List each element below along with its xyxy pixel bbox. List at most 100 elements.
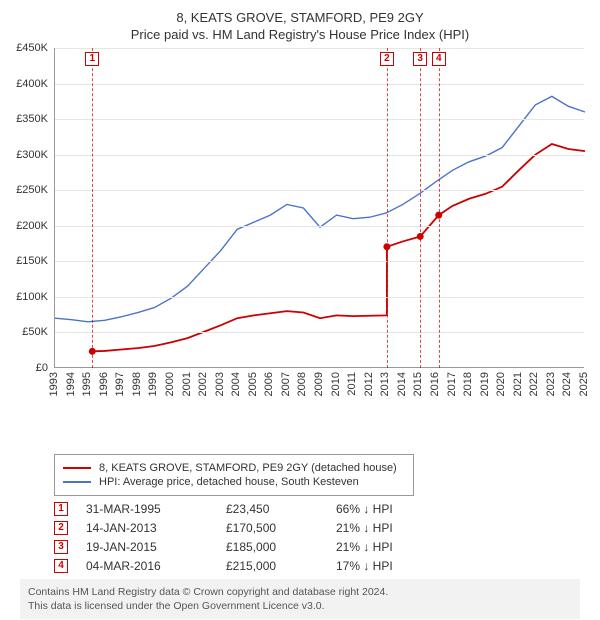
- y-axis: £0£50K£100K£150K£200K£250K£300K£350K£400…: [10, 48, 52, 368]
- x-tick-label: 2020: [495, 372, 507, 396]
- line-layer: [55, 48, 585, 368]
- x-tick-label: 2007: [280, 372, 292, 396]
- gridline: [55, 190, 584, 191]
- x-tick-label: 2006: [263, 372, 275, 396]
- transaction-date: 04-MAR-2016: [86, 559, 226, 573]
- transaction-delta: 17% ↓ HPI: [336, 559, 446, 573]
- transaction-delta: 21% ↓ HPI: [336, 521, 446, 535]
- x-tick-label: 1998: [131, 372, 143, 396]
- series-price_paid: [92, 144, 585, 351]
- x-tick-label: 1999: [147, 372, 159, 396]
- x-tick-label: 2018: [462, 372, 474, 396]
- legend-swatch: [63, 467, 91, 469]
- x-tick-label: 2023: [545, 372, 557, 396]
- transaction-date: 31-MAR-1995: [86, 502, 226, 516]
- x-tick-label: 2014: [396, 372, 408, 396]
- x-tick-label: 2025: [578, 372, 590, 396]
- transaction-marker: 1: [54, 502, 68, 516]
- x-tick-label: 1994: [65, 372, 77, 396]
- x-tick-label: 2004: [230, 372, 242, 396]
- x-tick-label: 2011: [346, 372, 358, 396]
- gridline: [55, 84, 584, 85]
- x-tick-label: 2012: [363, 372, 375, 396]
- x-tick-label: 2009: [313, 372, 325, 396]
- chart-area: £0 £50K £100K £150K £200K £250K £300K £350K £400…: [10, 48, 590, 408]
- legend: 8, KEATS GROVE, STAMFORD, PE9 2GY (detac…: [54, 454, 414, 496]
- y-tick-label: £250K: [16, 184, 48, 196]
- x-tick-label: 1996: [98, 372, 110, 396]
- transaction-row: 4 04-MAR-2016£215,00017% ↓ HPI: [54, 559, 590, 573]
- gridline: [55, 48, 584, 49]
- x-tick-label: 2015: [412, 372, 424, 396]
- sale-marker-box: 2: [380, 52, 394, 66]
- y-tick-label: £0: [36, 362, 48, 374]
- sale-marker-line: [420, 48, 421, 368]
- transaction-marker: 4: [54, 559, 68, 573]
- transaction-price: £23,450: [226, 502, 336, 516]
- x-tick-label: 2024: [561, 372, 573, 396]
- transaction-price: £215,000: [226, 559, 336, 573]
- y-tick-label: £350K: [16, 113, 48, 125]
- sale-marker-box: 1: [85, 52, 99, 66]
- gridline: [55, 226, 584, 227]
- footer-line: This data is licensed under the Open Gov…: [28, 599, 572, 613]
- transaction-marker: 2: [54, 521, 68, 535]
- sale-marker-box: 3: [413, 52, 427, 66]
- transaction-row: 3 19-JAN-2015£185,00021% ↓ HPI: [54, 540, 590, 554]
- gridline: [55, 155, 584, 156]
- transaction-marker: 3: [54, 540, 68, 554]
- chart-subtitle: Price paid vs. HM Land Registry's House …: [10, 27, 590, 42]
- gridline: [55, 119, 584, 120]
- x-tick-label: 2010: [330, 372, 342, 396]
- x-tick-label: 1993: [48, 372, 60, 396]
- y-tick-label: £400K: [16, 78, 48, 90]
- chart-container: 8, KEATS GROVE, STAMFORD, PE9 2GY Price …: [0, 0, 600, 620]
- legend-item: HPI: Average price, detached house, Sout…: [63, 476, 405, 488]
- x-tick-label: 2017: [446, 372, 458, 396]
- x-tick-label: 2005: [247, 372, 259, 396]
- x-tick-label: 2008: [296, 372, 308, 396]
- legend-swatch: [63, 481, 91, 483]
- x-tick-label: 2019: [479, 372, 491, 396]
- y-tick-label: £300K: [16, 149, 48, 161]
- sale-marker-line: [92, 48, 93, 368]
- chart-title: 8, KEATS GROVE, STAMFORD, PE9 2GY: [10, 10, 590, 25]
- transaction-date: 19-JAN-2015: [86, 540, 226, 554]
- footer-attribution: Contains HM Land Registry data © Crown c…: [20, 579, 580, 619]
- transaction-delta: 21% ↓ HPI: [336, 540, 446, 554]
- x-tick-label: 1997: [114, 372, 126, 396]
- x-tick-label: 2000: [164, 372, 176, 396]
- transaction-delta: 66% ↓ HPI: [336, 502, 446, 516]
- y-tick-label: £450K: [16, 42, 48, 54]
- transactions-table: 1 31-MAR-1995£23,45066% ↓ HPI 2 14-JAN-2013…: [54, 502, 590, 573]
- x-tick-label: 1995: [81, 372, 93, 396]
- x-tick-label: 2022: [528, 372, 540, 396]
- gridline: [55, 261, 584, 262]
- transaction-price: £170,500: [226, 521, 336, 535]
- x-axis: 1993199419951996199719981999200020012002…: [54, 368, 584, 408]
- legend-label: 8, KEATS GROVE, STAMFORD, PE9 2GY (detac…: [99, 462, 397, 474]
- sale-marker-line: [387, 48, 388, 368]
- series-hpi: [55, 96, 585, 321]
- transaction-row: 1 31-MAR-1995£23,45066% ↓ HPI: [54, 502, 590, 516]
- legend-item: 8, KEATS GROVE, STAMFORD, PE9 2GY (detac…: [63, 462, 405, 474]
- x-tick-label: 2021: [512, 372, 524, 396]
- transaction-date: 14-JAN-2013: [86, 521, 226, 535]
- x-tick-label: 2013: [379, 372, 391, 396]
- sale-marker-box: 4: [432, 52, 446, 66]
- y-tick-label: £200K: [16, 220, 48, 232]
- x-tick-label: 2016: [429, 372, 441, 396]
- sale-marker-line: [439, 48, 440, 368]
- legend-label: HPI: Average price, detached house, Sout…: [99, 476, 359, 488]
- footer-line: Contains HM Land Registry data © Crown c…: [28, 585, 572, 599]
- y-tick-label: £50K: [22, 326, 48, 338]
- plot-area: 1 2 34: [54, 48, 584, 368]
- x-tick-label: 2002: [197, 372, 209, 396]
- y-tick-label: £150K: [16, 255, 48, 267]
- transaction-row: 2 14-JAN-2013£170,50021% ↓ HPI: [54, 521, 590, 535]
- y-tick-label: £100K: [16, 291, 48, 303]
- gridline: [55, 332, 584, 333]
- gridline: [55, 297, 584, 298]
- transaction-price: £185,000: [226, 540, 336, 554]
- x-tick-label: 2001: [181, 372, 193, 396]
